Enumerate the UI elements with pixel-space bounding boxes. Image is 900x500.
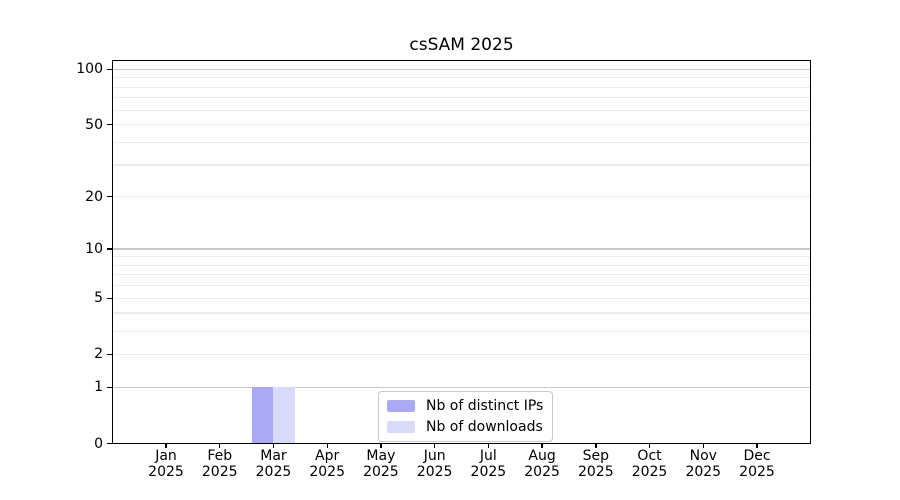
x-tick (541, 443, 543, 448)
y-tick-label: 20 (85, 188, 103, 205)
x-tick-label: Dec 2025 (739, 448, 775, 480)
x-tick-label: Mar 2025 (255, 448, 292, 480)
y-gridline-minor (112, 330, 811, 332)
y-gridline-major (112, 68, 811, 70)
legend-swatch-downloads-icon (387, 421, 415, 433)
x-tick (756, 443, 758, 448)
y-gridline-minor (112, 297, 811, 299)
y-gridline-minor (112, 109, 811, 111)
y-gridline-minor (112, 353, 811, 355)
x-tick (702, 443, 704, 448)
bar-distinct-ips (251, 387, 274, 444)
y-gridline-minor (112, 124, 811, 126)
x-tick-label: Apr 2025 (309, 448, 345, 480)
x-tick (487, 443, 490, 448)
x-tick-label: Feb 2025 (201, 448, 238, 480)
y-gridline-minor (112, 86, 811, 88)
legend-item-distinct-ips: Nb of distinct IPs (387, 398, 543, 414)
x-tick (380, 443, 382, 448)
y-gridline-major (112, 386, 811, 388)
y-tick-label: 1 (94, 379, 103, 396)
y-tick (107, 123, 112, 126)
y-gridline-major (112, 248, 811, 250)
legend-item-downloads: Nb of downloads (387, 419, 543, 435)
legend: Nb of distinct IPs Nb of downloads (378, 391, 554, 442)
y-tick (107, 68, 112, 70)
y-gridline-minor (112, 264, 811, 266)
y-tick (107, 442, 112, 445)
x-tick-label: Jul 2025 (470, 448, 507, 480)
y-tick-label: 2 (94, 346, 103, 363)
y-gridline-minor (112, 97, 811, 99)
y-tick-label: 50 (85, 116, 103, 133)
y-gridline-minor (112, 274, 811, 276)
plot-frame (112, 60, 811, 444)
y-tick-label: 10 (85, 240, 103, 257)
y-gridline-minor (112, 164, 811, 166)
x-tick (595, 443, 597, 448)
bar-downloads (273, 387, 295, 444)
x-tick (165, 443, 167, 448)
x-tick-label: Nov 2025 (685, 448, 722, 480)
legend-swatch-distinct-ips-icon (387, 400, 415, 412)
x-tick-label: Jan 2025 (148, 448, 184, 480)
x-tick (434, 443, 436, 448)
y-tick (107, 386, 112, 388)
x-tick-label: Oct 2025 (631, 448, 668, 480)
x-tick (272, 443, 275, 448)
y-tick (107, 195, 112, 198)
y-tick-label: 0 (94, 435, 103, 452)
y-gridline-minor (112, 285, 811, 287)
y-tick (107, 297, 112, 299)
chart-title: csSAM 2025 (409, 35, 514, 55)
x-tick-label: May 2025 (363, 448, 399, 480)
x-tick-label: Jun 2025 (416, 448, 453, 480)
x-tick (648, 443, 651, 448)
y-gridline-minor (112, 256, 811, 258)
y-gridline-minor (112, 77, 811, 79)
legend-label-downloads: Nb of downloads (426, 419, 543, 435)
y-tick (107, 248, 112, 250)
y-gridline-minor (112, 312, 811, 314)
x-tick (326, 443, 328, 448)
x-tick-label: Aug 2025 (524, 448, 560, 480)
y-gridline-minor (112, 196, 811, 198)
y-tick-label: 100 (76, 61, 103, 78)
y-gridline-minor (112, 141, 811, 143)
x-tick-label: Sep 2025 (577, 448, 614, 480)
legend-label-distinct-ips: Nb of distinct IPs (426, 398, 544, 414)
y-tick (107, 353, 112, 356)
x-tick (219, 443, 221, 448)
y-tick-label: 5 (94, 290, 103, 307)
